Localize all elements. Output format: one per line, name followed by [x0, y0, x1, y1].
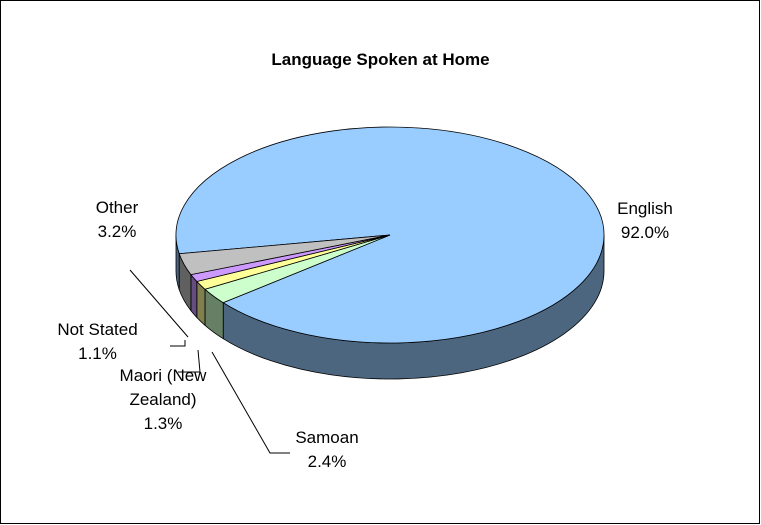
leader-line: [211, 351, 290, 454]
data-label: Not Stated 1.1%: [40, 318, 155, 366]
leader-lines: [129, 269, 290, 454]
category-label: Other: [95, 198, 139, 217]
chart-title: Language Spoken at Home: [271, 50, 490, 69]
value-label: 92.0%: [620, 223, 670, 242]
data-label: English 92.0%: [595, 197, 695, 245]
data-label: Samoan 2.4%: [282, 426, 372, 474]
leader-line: [178, 349, 201, 373]
leader-line: [170, 340, 186, 347]
category-label: Maori (New Zealand): [119, 366, 207, 409]
value-label: 3.2%: [97, 222, 137, 241]
category-label: Samoan: [295, 428, 359, 447]
data-label: Other 3.2%: [72, 196, 162, 244]
leader-line: [129, 269, 189, 338]
value-label: 1.1%: [78, 344, 117, 363]
value-label: 2.4%: [307, 452, 347, 471]
category-label: English: [617, 199, 673, 218]
data-label: Maori (New Zealand) 1.3%: [108, 364, 218, 436]
category-label: Not Stated: [57, 320, 138, 339]
pie: [175, 126, 605, 380]
slice: [178, 234, 391, 276]
value-label: 1.3%: [143, 414, 183, 433]
